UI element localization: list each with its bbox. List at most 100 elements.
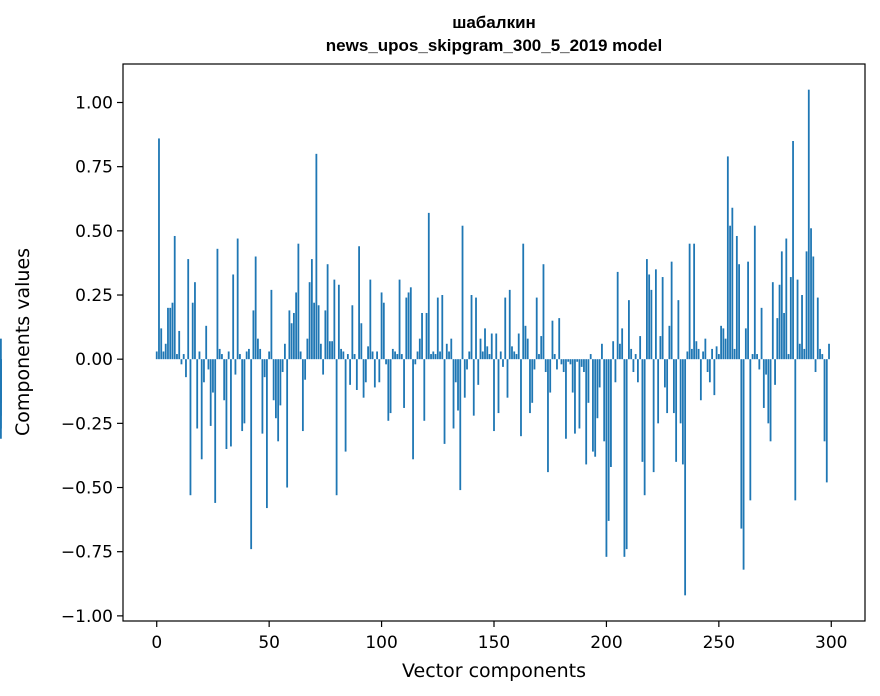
bar-210: [628, 300, 630, 360]
bar-244: [704, 338, 707, 360]
bar-205: [616, 271, 619, 360]
bar-273: [769, 359, 772, 442]
bar-160: [515, 354, 518, 360]
bar-39: [243, 359, 246, 424]
bar-232: [677, 300, 680, 360]
bar-176: [551, 320, 554, 360]
bar-19: [198, 351, 201, 360]
bar-242: [699, 359, 702, 401]
bar-278: [780, 251, 783, 360]
bar-148: [488, 354, 491, 360]
bar-188: [578, 359, 581, 429]
bar-155: [504, 297, 507, 360]
bar-undefined: [0, 359, 2, 429]
x-tick-label: 100: [365, 633, 397, 653]
x-tick-label: 50: [258, 633, 280, 653]
bar-69: [310, 259, 313, 360]
bar-61: [292, 312, 295, 360]
bar-27: [216, 248, 219, 360]
bar-112: [407, 292, 410, 360]
bar-75: [324, 310, 327, 360]
bar-247: [711, 348, 713, 360]
bar-35: [234, 359, 237, 375]
bar-250: [717, 354, 720, 360]
y-tick-label: 0.25: [75, 286, 113, 306]
bar-267: [756, 354, 758, 360]
bar-0: [155, 351, 158, 360]
bar-202: [610, 359, 612, 467]
bar-186: [574, 359, 576, 434]
bar-166: [529, 359, 531, 414]
bar-164: [524, 325, 527, 360]
bar-94: [367, 346, 369, 360]
bar-79: [333, 279, 336, 360]
bar-113: [409, 287, 412, 360]
bar-284: [794, 359, 797, 501]
bar-228: [668, 325, 671, 360]
bar-90: [358, 246, 360, 360]
bar-52: [272, 359, 275, 401]
bar-298: [825, 359, 828, 483]
bar-28: [218, 348, 221, 360]
bar-92: [362, 359, 365, 398]
bar-162: [520, 359, 522, 437]
bar-29: [221, 354, 223, 360]
bar-289: [805, 251, 808, 360]
bar-142: [475, 297, 477, 360]
bar-283: [792, 141, 794, 360]
bar-140: [470, 295, 473, 360]
bar-21: [203, 359, 205, 383]
y-tick-label: −0.50: [61, 479, 113, 499]
bar-139: [468, 351, 471, 360]
y-tick-label: 0.75: [75, 158, 113, 178]
bar-115: [414, 359, 417, 365]
bar-290: [807, 89, 810, 360]
y-tick-label: 0.00: [75, 350, 113, 370]
x-tick-label: 250: [703, 633, 735, 653]
bar-152: [497, 359, 500, 414]
y-axis-ticks: −1.00 −0.75 −0.50 −0.25 0.00 0.25 0.50 0.75 1.00: [61, 94, 123, 627]
bar-66: [304, 359, 307, 380]
bar-82: [340, 348, 342, 360]
bar-178: [556, 359, 558, 370]
bar-98: [376, 351, 378, 360]
bar-141: [472, 359, 475, 416]
bar-235: [684, 359, 687, 596]
plot-area-frame: [122, 63, 866, 622]
bar-218: [646, 259, 648, 360]
bar-191: [585, 359, 588, 465]
bar-68: [308, 282, 311, 360]
bar-49: [266, 359, 268, 509]
bar-71: [315, 153, 318, 360]
bar-93: [364, 359, 367, 383]
bar-5: [167, 307, 169, 360]
bar-6: [169, 307, 172, 360]
bar-238: [690, 348, 693, 360]
bar-56: [281, 359, 284, 373]
bar-156: [506, 359, 509, 398]
bar-172: [542, 264, 545, 360]
bar-83: [342, 351, 345, 360]
bar-275: [774, 359, 776, 385]
bar-91: [360, 323, 363, 360]
bar-55: [279, 359, 282, 406]
y-tick-label: 1.00: [75, 94, 113, 114]
x-tick-label: 300: [815, 633, 847, 653]
bar-1: [158, 138, 160, 360]
bar-296: [821, 354, 824, 360]
bar-4: [164, 343, 167, 360]
bar-295: [819, 348, 821, 360]
bar-62: [295, 292, 298, 360]
bar-253: [724, 338, 727, 360]
bar-285: [796, 279, 799, 360]
bar-181: [562, 359, 565, 373]
bar-36: [236, 238, 239, 360]
bar-146: [484, 328, 486, 360]
bar-105: [391, 348, 394, 360]
bar-245: [706, 359, 709, 373]
bar-103: [387, 359, 390, 421]
bar-84: [344, 359, 347, 452]
bar-73: [319, 343, 322, 360]
bar-60: [290, 323, 293, 360]
bar-100: [380, 292, 383, 360]
